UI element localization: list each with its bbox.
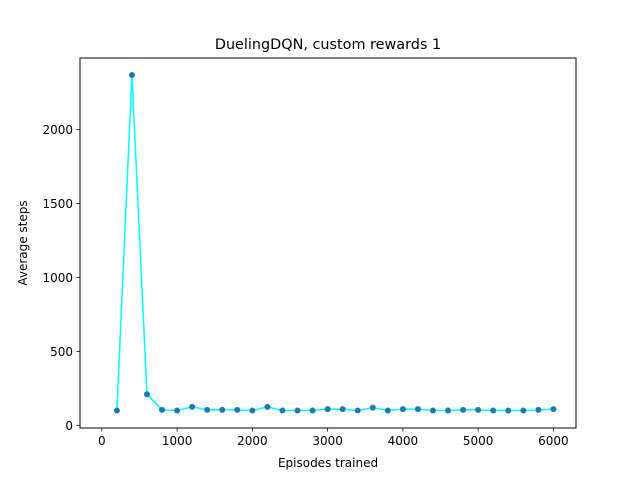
data-point [324,406,331,413]
data-series [113,72,557,414]
data-point [475,406,482,413]
data-point [309,407,316,414]
x-tick-label: 2000 [237,434,268,448]
x-tick-label: 4000 [388,434,419,448]
data-point [550,406,557,413]
data-point [143,391,150,398]
data-point [490,407,497,414]
data-point [189,403,196,410]
y-tick-label: 2000 [42,123,73,137]
data-point [505,407,512,414]
data-point [219,406,226,413]
data-point [234,406,241,413]
data-point [159,406,166,413]
data-point [384,407,391,414]
x-tick-label: 1000 [162,434,193,448]
data-point [128,72,135,78]
data-point [339,406,346,413]
x-axis-ticks: 0 1000 2000 3000 4000 5000 6000 [98,428,569,448]
data-point [294,407,301,414]
data-point [430,407,436,414]
data-point [535,406,542,413]
y-axis-label: Average steps [16,200,30,285]
y-tick-label: 1000 [42,271,73,285]
data-point [445,407,452,414]
x-tick-label: 0 [98,434,106,448]
data-point [174,407,181,414]
plot-frame [79,57,577,429]
y-tick-label: 1500 [42,197,73,211]
chart-title: DuelingDQN, custom rewards 1 [215,37,441,53]
data-point [279,407,286,414]
data-point [204,406,211,413]
x-tick-label: 3000 [312,434,343,448]
data-point [414,406,421,413]
x-tick-label: 6000 [538,434,569,448]
data-point [354,407,361,414]
y-axis-ticks: 0 500 1000 1500 2000 [42,123,80,433]
data-point [249,407,256,414]
data-point [113,407,120,414]
x-tick-label: 5000 [463,434,494,448]
data-point [264,403,271,410]
series-line [116,74,554,412]
data-point [520,407,527,414]
data-point [369,404,376,411]
y-tick-label: 0 [65,419,73,433]
x-axis-label: Episodes trained [278,456,378,470]
y-tick-label: 500 [50,345,73,359]
data-point [399,406,406,413]
data-point [460,406,467,413]
